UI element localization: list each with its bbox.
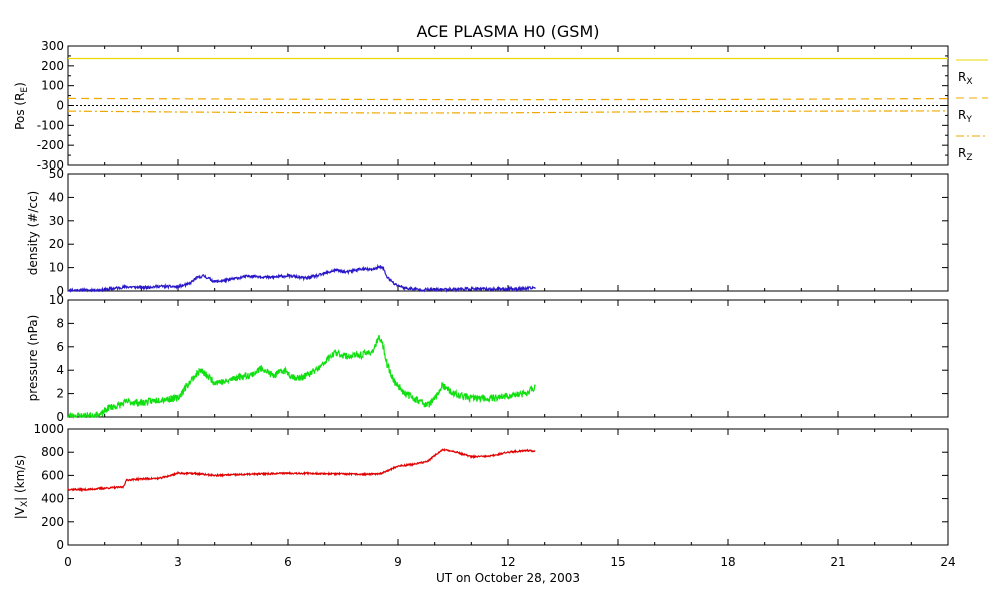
panel-density-frame — [67, 173, 949, 292]
panel-position-content: 300 200 100 0 -100 -200 -300 — [37, 39, 949, 172]
position-y-axis-label: Pos (RE) — [13, 82, 30, 130]
vx-ytick-label: 800 — [41, 445, 64, 459]
x-tick-label: 15 — [610, 555, 625, 569]
pos-ytick-label: 100 — [41, 79, 64, 93]
pos-ytick-label: 200 — [41, 59, 64, 73]
x-tick-label: 24 — [940, 555, 955, 569]
x-tick-label: 12 — [500, 555, 515, 569]
x-axis-label: UT on October 28, 2003 — [436, 571, 580, 585]
position-legend: RX RY RZ — [956, 59, 988, 163]
x-tick-label: 6 — [284, 555, 292, 569]
pos-series-line-2 — [67, 110, 949, 114]
density-ytick-label: 10 — [49, 261, 64, 275]
legend-rz-label: RZ — [958, 146, 973, 163]
pressure-ytick-label: 4 — [56, 363, 64, 377]
x-tick-label: 0 — [64, 555, 72, 569]
panel-density-content: 0 10 20 30 40 50 — [49, 167, 949, 298]
pos-ytick-label: 300 — [41, 39, 64, 53]
panel-velocity: 0 200 400 600 800 1000 |VX| (km/s) — [13, 422, 949, 552]
panel-pressure-frame — [67, 299, 949, 418]
pressure-ytick-label: 8 — [56, 316, 64, 330]
pos-ytick-label: 0 — [56, 99, 64, 113]
legend-rx-label: RX — [958, 70, 973, 87]
density-ytick-label: 20 — [49, 237, 64, 251]
density-ytick-label: 30 — [49, 214, 64, 228]
pressure-series-line-0 — [67, 334, 536, 420]
pressure-ytick-label: 2 — [56, 387, 64, 401]
density-ytick-label: 50 — [49, 167, 64, 181]
density-ytick-label: 0 — [56, 284, 64, 298]
x-axis: 0 3 6 9 12 15 18 21 24 — [64, 555, 955, 569]
pressure-y-axis-label: pressure (nPa) — [26, 315, 40, 402]
pressure-ytick-label: 0 — [56, 410, 64, 424]
legend-ry-label: RY — [958, 108, 972, 125]
pressure-ytick-label: 10 — [49, 293, 64, 307]
pos-ytick-label: -100 — [37, 118, 64, 132]
panel-density: 0 10 20 30 40 50 density (#/cc) — [26, 167, 949, 298]
panel-velocity-frame — [67, 428, 949, 546]
chart-title: ACE PLASMA H0 (GSM) — [416, 22, 599, 41]
x-tick-label: 9 — [394, 555, 402, 569]
panel-position: 300 200 100 0 -100 -200 -300 Pos (RE) RX RY RZ — [13, 39, 988, 172]
x-tick-label: 3 — [174, 555, 182, 569]
pos-ytick-label: -300 — [37, 158, 64, 172]
density-series-line-0 — [67, 263, 536, 294]
velocity-y-axis-label: |VX| (km/s) — [13, 455, 30, 520]
vx-ytick-label: 400 — [41, 492, 64, 506]
vx-ytick-label: 600 — [41, 468, 64, 482]
vx-series-line-0 — [67, 447, 536, 493]
x-tick-label: 21 — [830, 555, 845, 569]
panel-pressure-content: 0 2 4 6 8 10 — [49, 293, 949, 424]
vx-ytick-label: 200 — [41, 515, 64, 529]
pos-series-line-1 — [67, 97, 949, 101]
vx-ytick-label: 1000 — [33, 422, 64, 436]
vx-ytick-label: 0 — [56, 538, 64, 552]
pressure-ytick-label: 6 — [56, 340, 64, 354]
density-ytick-label: 40 — [49, 190, 64, 204]
x-tick-label: 18 — [720, 555, 735, 569]
panel-pressure: 0 2 4 6 8 10 pressure (nPa) — [26, 293, 949, 424]
pos-ytick-label: -200 — [37, 138, 64, 152]
panel-velocity-content: 0 200 400 600 800 1000 — [33, 422, 949, 552]
density-y-axis-label: density (#/cc) — [26, 191, 40, 275]
